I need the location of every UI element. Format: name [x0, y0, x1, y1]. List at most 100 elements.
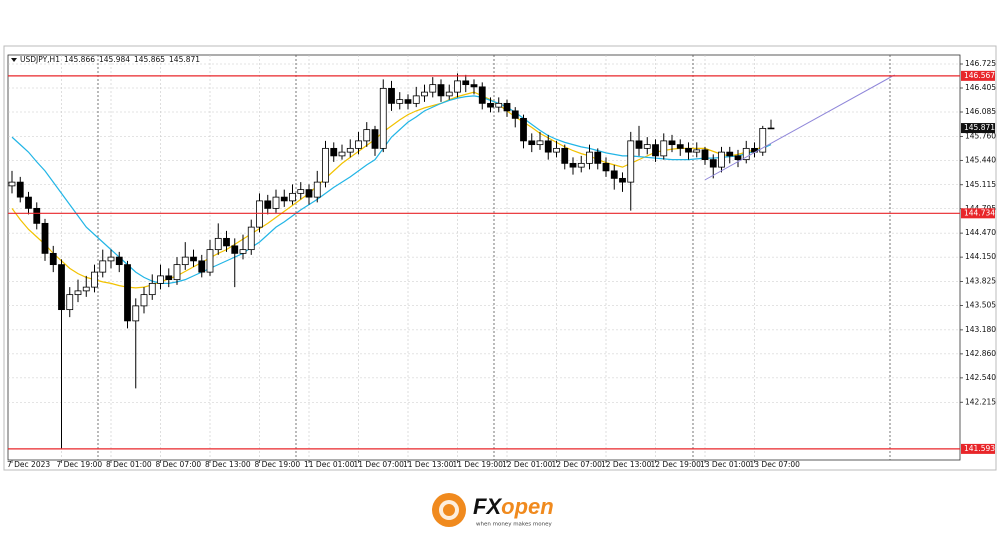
- candle-body: [272, 196, 280, 209]
- level-label-bg: [961, 443, 995, 454]
- candle-body: [511, 110, 519, 119]
- candle-body: [718, 151, 725, 168]
- candle-body: [478, 86, 486, 104]
- candle-body: [91, 271, 98, 288]
- candle-body: [652, 144, 659, 157]
- x-tick-label: 11 Dec 07:00: [354, 460, 405, 469]
- candle-body: [445, 91, 453, 97]
- candle-body: [602, 162, 610, 172]
- logo-text: FXopen: [473, 494, 554, 519]
- candle-body: [470, 84, 478, 88]
- y-tick-label: 145.760: [965, 131, 996, 140]
- candle-body: [58, 264, 65, 311]
- x-tick-label: 11 Dec 13:00: [403, 460, 454, 469]
- x-tick-label: 8 Dec 19:00: [255, 460, 301, 469]
- y-tick-label: 142.215: [965, 397, 996, 406]
- x-tick-label: 13 Dec 07:00: [750, 460, 801, 469]
- candle-body: [256, 200, 263, 228]
- candle-body: [528, 140, 536, 146]
- candle-body: [148, 282, 156, 296]
- y-tick-label: 142.860: [965, 349, 996, 358]
- candle-body: [734, 155, 742, 161]
- x-tick-label: 8 Dec 01:00: [106, 460, 152, 469]
- candle-body: [346, 147, 354, 153]
- candle-body: [280, 196, 288, 202]
- candle-body: [643, 144, 651, 149]
- grid: [8, 55, 960, 460]
- y-tick-label: 142.540: [965, 373, 996, 382]
- level-label: 141.593: [964, 444, 995, 453]
- level-label: 144.734: [964, 208, 995, 217]
- candle-body: [709, 159, 717, 168]
- candle-body: [322, 147, 329, 183]
- chart-header: USDJPY,H1 145.866 145.984 145.865 145.871: [20, 55, 200, 64]
- candle-body: [610, 170, 618, 179]
- y-tick-label: 146.405: [965, 83, 996, 92]
- candle-body: [355, 140, 362, 149]
- candle-body: [305, 189, 313, 198]
- trendline: [704, 74, 895, 181]
- candle-body: [487, 102, 494, 108]
- candle-body: [553, 147, 560, 153]
- low-value: 145.865: [134, 55, 165, 64]
- y-tick-label: 143.825: [965, 277, 996, 286]
- candle-body: [404, 99, 412, 104]
- open-value: 145.866: [64, 55, 95, 64]
- y-tick-label: 146.085: [965, 107, 996, 116]
- candle-body: [115, 256, 123, 266]
- candle-body: [660, 140, 668, 157]
- candle-body: [569, 162, 577, 168]
- candle-body: [99, 260, 107, 273]
- candle-body: [412, 95, 420, 104]
- candle-body: [561, 147, 569, 164]
- candle-body: [701, 149, 709, 161]
- candle-body: [726, 151, 734, 157]
- candle-body: [247, 226, 255, 251]
- candle-body: [693, 149, 701, 153]
- x-tick-label: 7 Dec 2023: [7, 460, 50, 469]
- candle-body: [544, 140, 552, 153]
- candle-body: [297, 189, 305, 194]
- y-tick-label: 146.725: [965, 59, 996, 68]
- candle-body: [742, 147, 750, 161]
- x-tick-label: 12 Dec 13:00: [601, 460, 652, 469]
- candle-body: [685, 147, 692, 153]
- y-tick-label: 143.505: [965, 301, 996, 310]
- candle-body: [16, 181, 24, 198]
- candle-body: [132, 305, 140, 322]
- candle-body: [33, 207, 41, 224]
- candle-body: [173, 264, 181, 281]
- candle-body: [330, 147, 338, 157]
- x-tick-label: 7 Dec 19:00: [57, 460, 103, 469]
- x-tick-label: 12 Dec 19:00: [651, 460, 702, 469]
- candle-body: [421, 91, 428, 97]
- candle-body: [759, 128, 767, 153]
- candle-body: [82, 286, 90, 292]
- candle-body: [676, 144, 684, 149]
- candle-body: [313, 181, 321, 198]
- candle-body: [503, 102, 511, 112]
- moving-average: [11, 95, 772, 284]
- candle-body: [25, 196, 32, 209]
- candle-body: [429, 84, 437, 93]
- candle-body: [627, 140, 635, 183]
- candle-body: [388, 87, 395, 104]
- candle-body: [338, 151, 346, 157]
- candle-body: [190, 256, 197, 262]
- y-tick-label: 145.440: [965, 155, 996, 164]
- candle-body: [437, 84, 445, 97]
- x-tick-label: 12 Dec 07:00: [552, 460, 603, 469]
- price-label-bg: [961, 123, 995, 134]
- candle-body: [66, 294, 74, 311]
- logo-open: open: [501, 494, 554, 519]
- candle-body: [165, 275, 173, 281]
- candle-body: [41, 222, 49, 254]
- level-label-bg: [961, 70, 995, 81]
- candle-body: [536, 140, 544, 146]
- candle-body: [214, 237, 222, 251]
- level-label-bg: [961, 208, 995, 219]
- y-tick-label: 144.150: [965, 252, 996, 261]
- period-separators: [97, 55, 891, 460]
- x-tick-label: 11 Dec 01:00: [304, 460, 355, 469]
